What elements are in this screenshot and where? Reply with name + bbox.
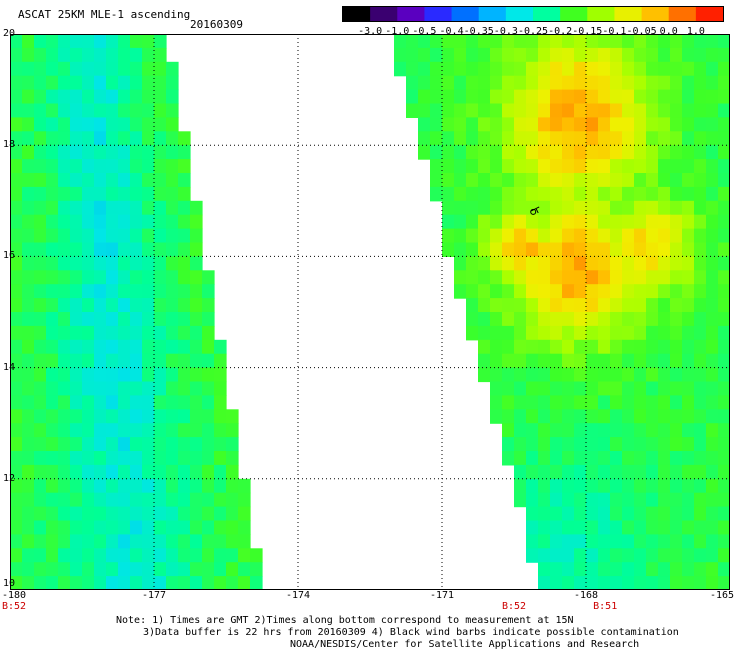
longitude-tick-label: -180 bbox=[1, 590, 27, 601]
product-title: ASCAT 25KM MLE-1 ascending bbox=[18, 8, 191, 21]
colorbar-segment bbox=[505, 7, 534, 21]
colorbar-segment bbox=[343, 7, 371, 21]
colorbar-tick-label: -0.5 bbox=[412, 26, 437, 37]
latitude-tick-label: 16 bbox=[3, 250, 16, 262]
map-plot bbox=[10, 34, 730, 590]
latitude-tick-label: 12 bbox=[3, 472, 16, 484]
colorbar-segment bbox=[397, 7, 425, 21]
colorbar-tick-label: -3.0 bbox=[358, 26, 383, 37]
time-label: B:51 bbox=[593, 601, 618, 612]
colorbar-tick-label: -0.4 bbox=[439, 26, 464, 37]
longitude-tick-label: -177 bbox=[141, 590, 167, 601]
colorbar-tick-label: -0.15 bbox=[572, 26, 603, 37]
latitude-tick-label: 10 bbox=[3, 578, 16, 589]
product-date: 20160309 bbox=[190, 18, 243, 31]
time-label: B:52 bbox=[501, 601, 527, 612]
colorbar-tick-label: -0.3 bbox=[493, 26, 518, 37]
latitude-tick-label: 20 bbox=[3, 28, 16, 39]
colorbar-segment bbox=[560, 7, 588, 21]
colorbar-segment bbox=[424, 7, 453, 21]
colorbar-segment bbox=[451, 7, 480, 21]
colorbar-tick-label: 1.0 bbox=[686, 26, 705, 37]
colorbar-segment bbox=[668, 7, 697, 21]
gridlines bbox=[10, 34, 730, 590]
note-line-3: NOAA/NESDIS/Center for Satellite Applica… bbox=[290, 639, 640, 650]
longitude-tick-label: -165 bbox=[709, 590, 735, 601]
colorbar-segment bbox=[587, 7, 615, 21]
colorbar-segment bbox=[695, 7, 724, 21]
colorbar-tick-label: -0.2 bbox=[548, 26, 573, 37]
colorbar-tick-label: 0.0 bbox=[659, 26, 678, 37]
colorbar bbox=[342, 6, 724, 22]
note-line-1: Note: 1) Times are GMT 2)Times along bot… bbox=[116, 615, 574, 626]
latitude-tick-label: 18 bbox=[3, 139, 16, 151]
colorbar-segment bbox=[478, 7, 507, 21]
colorbar-tick-label: -1.0 bbox=[385, 26, 410, 37]
colorbar-segment bbox=[370, 7, 398, 21]
longitude-tick-label: -168 bbox=[573, 590, 599, 601]
latitude-tick-label: 14 bbox=[3, 361, 16, 373]
note-line-2: 3)Data buffer is 22 hrs from 20160309 4)… bbox=[143, 627, 679, 638]
wind-field-cells bbox=[10, 34, 730, 590]
colorbar-tick-label: -0.1 bbox=[602, 26, 627, 37]
colorbar-segment bbox=[641, 7, 670, 21]
colorbar-segment bbox=[533, 7, 561, 21]
longitude-tick-label: -171 bbox=[429, 590, 455, 601]
colorbar-tick-label: -0.05 bbox=[626, 26, 657, 37]
wind-barb-icon bbox=[530, 206, 540, 215]
colorbar-segment bbox=[614, 7, 643, 21]
colorbar-tick-label: -0.35 bbox=[463, 26, 494, 37]
colorbar-tick-label: -0.25 bbox=[517, 26, 549, 37]
longitude-tick-label: -174 bbox=[285, 590, 311, 601]
time-label: B:52 bbox=[1, 601, 27, 612]
